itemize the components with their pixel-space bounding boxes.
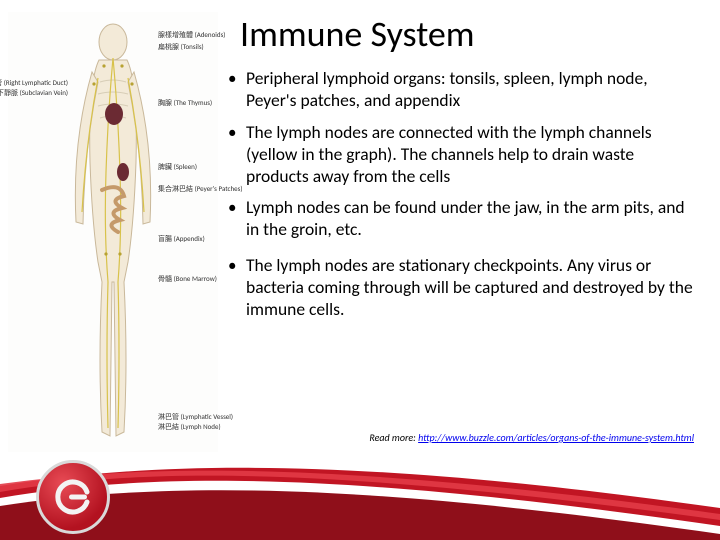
list-item: Lymph nodes can be found under the jaw, … [228,197,698,241]
logo-badge [36,460,110,534]
figure-label: 淋巴管 (Lymphatic Vessel) [158,412,233,422]
figure-label: 脾臟 (Spleen) [158,162,197,172]
list-item: The lymph nodes are connected with the l… [228,122,698,188]
logo-e-icon [51,475,95,519]
bullet-list: Peripheral lymphoid organs: tonsils, spl… [228,68,698,331]
figure-label: 胸腺 (The Thymus) [158,98,212,108]
figure-label: 腺樣增殖體 (Adenoids) [158,30,225,40]
list-item: The lymph nodes are stationary checkpoin… [228,255,698,321]
slide: Immune System Peripheral lymphoid organs… [0,0,720,540]
figure-label: 集合淋巴結 (Peyer's Patches) [158,184,243,194]
read-more-prefix: Read more: [369,431,418,444]
figure-label: 右淋巴管 (Right Lymphatic Duct) [0,78,68,88]
read-more: Read more: http://www.buzzle.com/article… [369,432,694,444]
figure-label: 盲腸 (Appendix) [158,234,205,244]
figure-label: 扁桃腺 (Tonsils) [158,42,204,52]
figure-label: 骨髓 (Bone Marrow) [158,274,217,284]
page-title: Immune System [240,12,475,56]
anatomy-figure: 腺樣增殖體 (Adenoids) 扁桃腺 (Tonsils) 右淋巴管 (Rig… [8,12,218,452]
figure-label: 淋巴結 (Lymph Node) [158,422,221,432]
read-more-link[interactable]: http://www.buzzle.com/articles/organs-of… [418,431,694,444]
figure-label: 鎖骨下靜脈 (Subclavian Vein) [0,88,68,98]
body-outline [68,22,158,442]
list-item: Peripheral lymphoid organs: tonsils, spl… [228,68,698,112]
